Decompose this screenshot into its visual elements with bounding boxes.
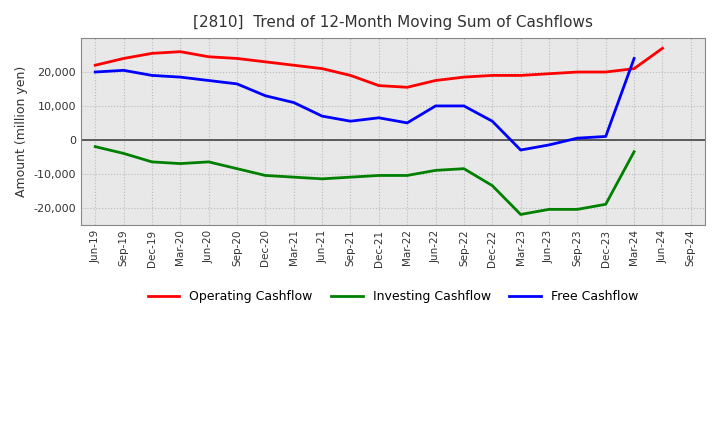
Operating Cashflow: [318, 66, 326, 71]
Free Cashflow: [120, 68, 128, 73]
Investing Cashflow: [233, 166, 241, 171]
Investing Cashflow: [91, 144, 99, 149]
Operating Cashflow: [261, 59, 270, 65]
Free Cashflow: [91, 70, 99, 75]
Free Cashflow: [261, 93, 270, 99]
Free Cashflow: [630, 56, 639, 61]
Investing Cashflow: [289, 175, 298, 180]
Investing Cashflow: [516, 212, 525, 217]
Investing Cashflow: [630, 149, 639, 154]
Investing Cashflow: [431, 168, 440, 173]
Free Cashflow: [459, 103, 468, 109]
Operating Cashflow: [374, 83, 383, 88]
Title: [2810]  Trend of 12-Month Moving Sum of Cashflows: [2810] Trend of 12-Month Moving Sum of C…: [193, 15, 593, 30]
Line: Operating Cashflow: Operating Cashflow: [95, 48, 662, 87]
Y-axis label: Amount (million yen): Amount (million yen): [15, 66, 28, 197]
Free Cashflow: [204, 78, 213, 83]
Investing Cashflow: [261, 173, 270, 178]
Operating Cashflow: [545, 71, 554, 77]
Operating Cashflow: [658, 46, 667, 51]
Investing Cashflow: [488, 183, 497, 188]
Investing Cashflow: [318, 176, 326, 181]
Free Cashflow: [318, 114, 326, 119]
Operating Cashflow: [346, 73, 355, 78]
Free Cashflow: [545, 142, 554, 147]
Free Cashflow: [346, 118, 355, 124]
Investing Cashflow: [374, 173, 383, 178]
Free Cashflow: [488, 118, 497, 124]
Operating Cashflow: [289, 62, 298, 68]
Operating Cashflow: [91, 62, 99, 68]
Operating Cashflow: [431, 78, 440, 83]
Free Cashflow: [374, 115, 383, 121]
Free Cashflow: [233, 81, 241, 87]
Investing Cashflow: [120, 151, 128, 156]
Investing Cashflow: [176, 161, 184, 166]
Free Cashflow: [289, 100, 298, 105]
Operating Cashflow: [573, 70, 582, 75]
Investing Cashflow: [148, 159, 156, 165]
Operating Cashflow: [403, 84, 412, 90]
Operating Cashflow: [601, 70, 610, 75]
Free Cashflow: [403, 120, 412, 125]
Free Cashflow: [148, 73, 156, 78]
Investing Cashflow: [346, 175, 355, 180]
Free Cashflow: [516, 147, 525, 153]
Operating Cashflow: [516, 73, 525, 78]
Operating Cashflow: [488, 73, 497, 78]
Operating Cashflow: [459, 74, 468, 80]
Investing Cashflow: [573, 207, 582, 212]
Investing Cashflow: [601, 202, 610, 207]
Free Cashflow: [176, 74, 184, 80]
Operating Cashflow: [630, 66, 639, 71]
Free Cashflow: [573, 136, 582, 141]
Line: Investing Cashflow: Investing Cashflow: [95, 147, 634, 214]
Investing Cashflow: [403, 173, 412, 178]
Operating Cashflow: [233, 56, 241, 61]
Free Cashflow: [431, 103, 440, 109]
Operating Cashflow: [120, 56, 128, 61]
Line: Free Cashflow: Free Cashflow: [95, 59, 634, 150]
Operating Cashflow: [148, 51, 156, 56]
Investing Cashflow: [545, 207, 554, 212]
Free Cashflow: [601, 134, 610, 139]
Legend: Operating Cashflow, Investing Cashflow, Free Cashflow: Operating Cashflow, Investing Cashflow, …: [143, 285, 643, 308]
Investing Cashflow: [459, 166, 468, 171]
Operating Cashflow: [204, 54, 213, 59]
Operating Cashflow: [176, 49, 184, 54]
Investing Cashflow: [204, 159, 213, 165]
